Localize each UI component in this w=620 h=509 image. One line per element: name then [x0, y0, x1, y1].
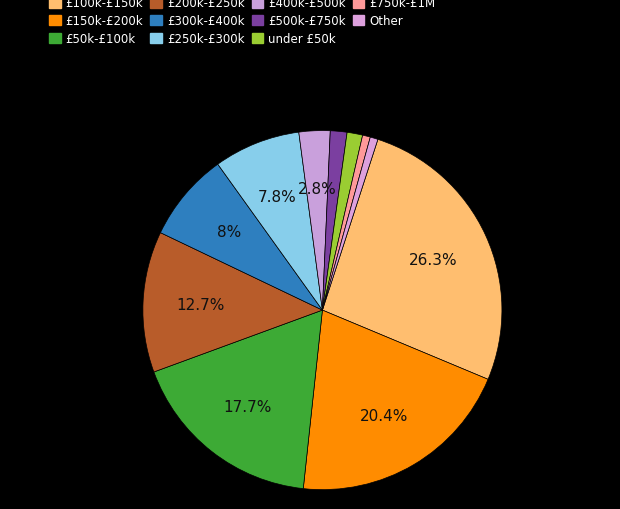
Wedge shape [218, 133, 322, 310]
Text: 26.3%: 26.3% [409, 252, 458, 267]
Wedge shape [322, 138, 378, 310]
Legend: £100k-£150k, £150k-£200k, £50k-£100k, £200k-£250k, £300k-£400k, £250k-£300k, £40: £100k-£150k, £150k-£200k, £50k-£100k, £2… [45, 0, 439, 49]
Text: 2.8%: 2.8% [298, 181, 337, 196]
Wedge shape [322, 140, 502, 380]
Text: 7.8%: 7.8% [258, 190, 297, 205]
Wedge shape [143, 233, 322, 372]
Text: 20.4%: 20.4% [360, 408, 409, 423]
Text: 8%: 8% [217, 225, 241, 240]
Text: 17.7%: 17.7% [223, 399, 272, 414]
Wedge shape [303, 310, 488, 490]
Wedge shape [322, 131, 347, 310]
Text: 12.7%: 12.7% [176, 297, 224, 312]
Wedge shape [299, 131, 330, 310]
Wedge shape [161, 165, 322, 310]
Wedge shape [154, 310, 322, 489]
Wedge shape [322, 136, 370, 310]
Wedge shape [322, 133, 363, 310]
